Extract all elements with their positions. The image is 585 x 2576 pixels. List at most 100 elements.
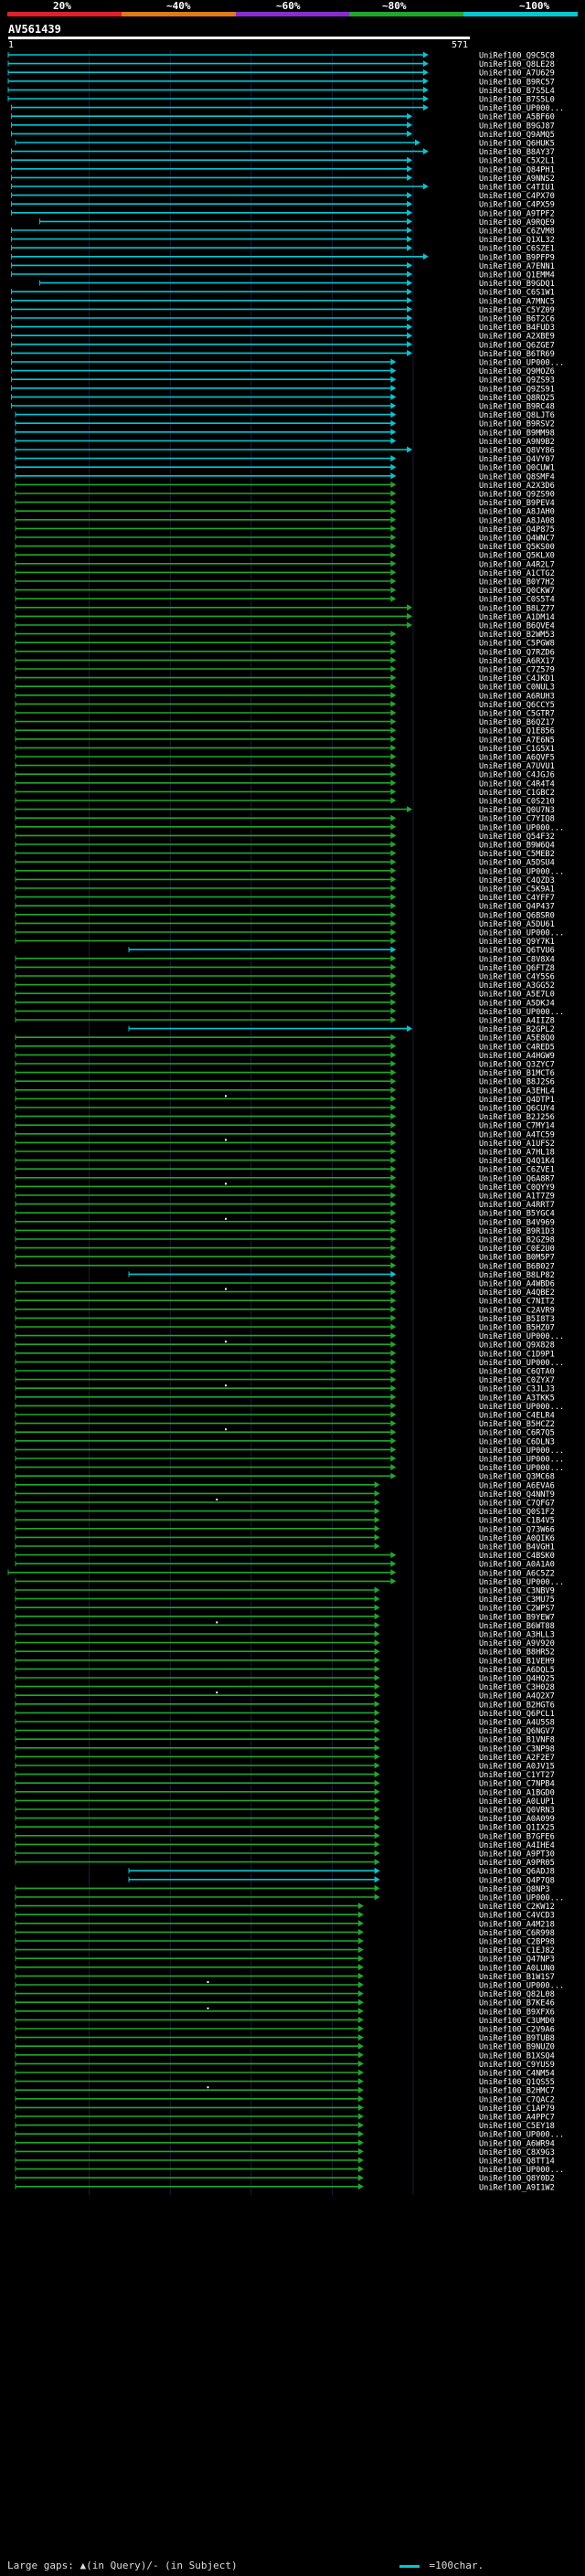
hit-label[interactable]: UniRef100_A5E7L0 bbox=[479, 991, 555, 1000]
hit-label[interactable]: UniRef100_Q4VY07 bbox=[479, 455, 555, 464]
hit-row[interactable]: UniRef100_A9PR05 bbox=[15, 1859, 555, 1868]
hit-label[interactable]: UniRef100_C4R4T4 bbox=[479, 779, 555, 789]
hit-row[interactable]: UniRef100_A5DKJ4 bbox=[15, 999, 555, 1008]
hit-row[interactable]: UniRef100_UP000... bbox=[15, 1464, 564, 1473]
hit-label[interactable]: UniRef100_Q4NNT9 bbox=[479, 1490, 555, 1500]
hit-label[interactable]: UniRef100_B9W6Q4 bbox=[479, 842, 555, 851]
hit-label[interactable]: UniRef100_A2XBE9 bbox=[479, 333, 555, 342]
hit-row[interactable]: UniRef100_C6S1W1 bbox=[11, 288, 555, 298]
hit-row[interactable]: UniRef100_Q6ADJ8 bbox=[128, 1867, 555, 1877]
hit-label[interactable]: UniRef100_Q8Y0D2 bbox=[479, 2175, 555, 2184]
hit-row[interactable]: UniRef100_A6QVF5 bbox=[15, 753, 555, 763]
hit-row[interactable]: UniRef100_Q8VY86 bbox=[15, 446, 555, 456]
hit-row[interactable]: UniRef100_Q9X828 bbox=[15, 1341, 555, 1351]
hit-row[interactable]: UniRef100_Q6CCY5 bbox=[15, 700, 555, 710]
hit-row[interactable]: UniRef100_A4IIZ8 bbox=[15, 1016, 555, 1026]
hit-label[interactable]: UniRef100_C7NPB4 bbox=[479, 1780, 555, 1789]
hit-row[interactable]: UniRef100_B2GZ98 bbox=[15, 1235, 555, 1246]
hit-label[interactable]: UniRef100_B8AY37 bbox=[479, 148, 555, 157]
hit-label[interactable]: UniRef100_B9RC57 bbox=[479, 78, 555, 87]
hit-row[interactable]: UniRef100_A1BGD0 bbox=[15, 1788, 555, 1797]
hit-row[interactable]: UniRef100_B6T2C6 bbox=[11, 314, 555, 324]
hit-row[interactable]: UniRef100_A4R2L7 bbox=[15, 560, 555, 569]
hit-label[interactable]: UniRef100_UP000... bbox=[479, 1332, 564, 1341]
hit-row[interactable]: UniRef100_B8LZ77 bbox=[15, 604, 555, 613]
hit-label[interactable]: UniRef100_B9RC48 bbox=[479, 403, 555, 412]
hit-label[interactable]: UniRef100_Q0S1F2 bbox=[479, 1508, 555, 1517]
hit-row[interactable]: UniRef100_C2KW12 bbox=[15, 1903, 555, 1912]
hit-row[interactable]: UniRef100_C1EJ82 bbox=[15, 1946, 555, 1956]
hit-label[interactable]: UniRef100_B5I8T3 bbox=[479, 1315, 555, 1324]
hit-label[interactable]: UniRef100_B7KE46 bbox=[479, 1999, 555, 2009]
hit-row[interactable]: UniRef100_Q54F32 bbox=[15, 832, 555, 842]
hit-label[interactable]: UniRef100_Q1IX25 bbox=[479, 1824, 555, 1833]
hit-label[interactable]: UniRef100_Q6CUY4 bbox=[479, 1105, 555, 1114]
hit-label[interactable]: UniRef100_B6QVE4 bbox=[479, 622, 555, 631]
hit-row[interactable]: UniRef100_A7MNC5 bbox=[11, 297, 555, 306]
hit-row[interactable]: UniRef100_Q8NP3 bbox=[15, 1884, 550, 1894]
hit-label[interactable]: UniRef100_C4PX70 bbox=[479, 192, 555, 201]
hit-row[interactable]: UniRef100_C7YIQ8 bbox=[15, 814, 555, 824]
hit-label[interactable]: UniRef100_A0A099 bbox=[479, 1815, 555, 1824]
hit-row[interactable]: UniRef100_A0A1A0 bbox=[15, 1560, 555, 1570]
hit-row[interactable]: UniRef100_C4QZD3 bbox=[15, 875, 555, 885]
hit-row[interactable]: UniRef100_UP000... bbox=[15, 867, 564, 876]
hit-row[interactable]: UniRef100_UP000... bbox=[15, 2130, 564, 2140]
hit-row[interactable]: UniRef100_B9YEW7 bbox=[15, 1613, 555, 1622]
hit-row[interactable]: UniRef100_A4Q2X7 bbox=[15, 1691, 555, 1701]
hit-label[interactable]: UniRef100_A4PPC7 bbox=[479, 2114, 555, 2123]
hit-label[interactable]: UniRef100_C5MEB2 bbox=[479, 850, 555, 859]
hit-label[interactable]: UniRef100_A4IIZ8 bbox=[479, 1017, 555, 1026]
hit-row[interactable]: UniRef100_C4PX70 bbox=[11, 192, 555, 201]
hit-row[interactable]: UniRef100_B1MCT6 bbox=[15, 1069, 555, 1078]
hit-row[interactable]: UniRef100_C6SZE1 bbox=[11, 244, 555, 254]
hit-label[interactable]: UniRef100_A5DSU4 bbox=[479, 859, 555, 868]
hit-row[interactable]: UniRef100_B9RC57 bbox=[7, 78, 555, 87]
hit-row[interactable]: UniRef100_C5MEB2 bbox=[15, 850, 555, 859]
hit-row[interactable]: UniRef100_UP000... bbox=[15, 1577, 564, 1587]
hit-label[interactable]: UniRef100_B8LZ77 bbox=[479, 604, 555, 613]
hit-label[interactable]: UniRef100_A3GG52 bbox=[479, 981, 555, 991]
hit-row[interactable]: UniRef100_A9V920 bbox=[15, 1639, 555, 1648]
hit-row[interactable]: UniRef100_C1GBC2 bbox=[15, 788, 555, 798]
hit-row[interactable]: UniRef100_Q4P875 bbox=[15, 525, 555, 535]
hit-label[interactable]: UniRef100_C6QTA0 bbox=[479, 1368, 555, 1377]
hit-row[interactable]: UniRef100_C2BP98 bbox=[15, 1937, 555, 1947]
hit-label[interactable]: UniRef100_B0M5P7 bbox=[479, 1254, 555, 1263]
hit-row[interactable]: UniRef100_A3HLL3 bbox=[15, 1630, 555, 1640]
hit-row[interactable]: UniRef100_A1T7Z9 bbox=[15, 1192, 555, 1202]
hit-label[interactable]: UniRef100_B2J256 bbox=[479, 1113, 555, 1122]
hit-label[interactable]: UniRef100_C4NM54 bbox=[479, 2070, 555, 2079]
hit-row[interactable]: UniRef100_A6WR94 bbox=[15, 2139, 555, 2148]
hit-label[interactable]: UniRef100_UP000... bbox=[479, 929, 564, 938]
hit-label[interactable]: UniRef100_C4JGJ6 bbox=[479, 771, 555, 780]
hit-row[interactable]: UniRef100_C0QYY9 bbox=[15, 1182, 555, 1193]
hit-label[interactable]: UniRef100_C9YUS9 bbox=[479, 2061, 555, 2070]
hit-label[interactable]: UniRef100_A7ENN1 bbox=[479, 262, 555, 271]
hit-row[interactable]: UniRef100_C1G5X1 bbox=[15, 744, 555, 754]
hit-row[interactable]: UniRef100_Q4DTP1 bbox=[15, 1095, 555, 1105]
hit-label[interactable]: UniRef100_C2AVR9 bbox=[479, 1306, 555, 1315]
hit-row[interactable]: UniRef100_Q4NNT9 bbox=[15, 1489, 555, 1500]
hit-row[interactable]: UniRef100_C7NPB4 bbox=[15, 1779, 555, 1789]
hit-label[interactable]: UniRef100_A5E8Q0 bbox=[479, 1034, 555, 1044]
hit-label[interactable]: UniRef100_Q6ADJ8 bbox=[479, 1868, 555, 1877]
hit-row[interactable]: UniRef100_C7QFG7 bbox=[15, 1499, 555, 1509]
hit-row[interactable]: UniRef100_UP000... bbox=[15, 1402, 564, 1412]
hit-label[interactable]: UniRef100_Q8SMF4 bbox=[479, 472, 555, 482]
hit-label[interactable]: UniRef100_Q9X828 bbox=[479, 1341, 555, 1351]
hit-label[interactable]: UniRef100_A1BGD0 bbox=[479, 1788, 555, 1797]
hit-row[interactable]: UniRef100_Q8RQ25 bbox=[11, 393, 555, 403]
hit-row[interactable]: UniRef100_A6RX17 bbox=[15, 656, 555, 666]
hit-label[interactable]: UniRef100_Q3ZYC7 bbox=[479, 1061, 555, 1070]
hit-row[interactable]: UniRef100_A4RRT7 bbox=[15, 1201, 555, 1210]
hit-label[interactable]: UniRef100_B1W1S7 bbox=[479, 1973, 555, 1982]
hit-row[interactable]: UniRef100_C4JKD1 bbox=[15, 674, 555, 684]
hit-label[interactable]: UniRef100_A3EHL4 bbox=[479, 1087, 555, 1096]
hit-row[interactable]: UniRef100_Q4Q1K4 bbox=[15, 1157, 555, 1166]
hit-label[interactable]: UniRef100_Q8TT14 bbox=[479, 2157, 555, 2167]
hit-row[interactable]: UniRef100_C7Z579 bbox=[15, 665, 555, 675]
hit-label[interactable]: UniRef100_C0QYY9 bbox=[479, 1183, 555, 1193]
hit-label[interactable]: UniRef100_C6S1W1 bbox=[479, 289, 555, 298]
hit-row[interactable]: UniRef100_C3H028 bbox=[15, 1683, 555, 1692]
